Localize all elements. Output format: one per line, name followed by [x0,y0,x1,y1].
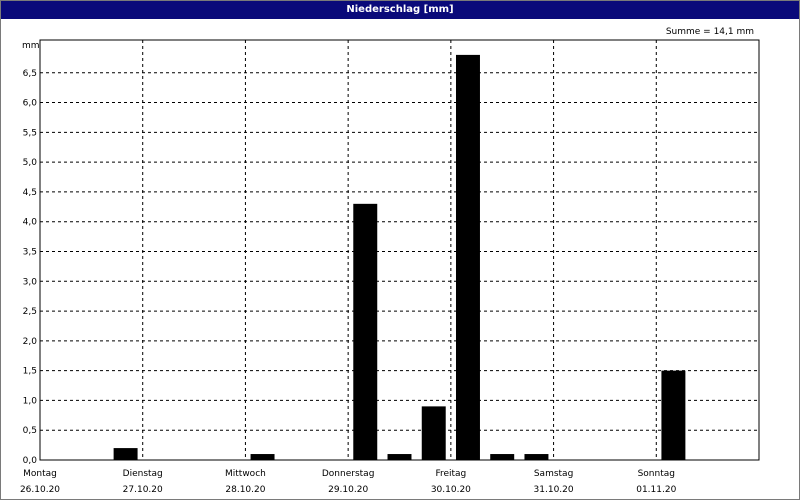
y-tick-label: 0,0 [23,456,38,466]
day-name-label: Dienstag [123,469,163,479]
y-tick-label: 2,5 [23,307,37,317]
bar [353,203,378,461]
y-tick-label: 5,0 [23,158,38,168]
y-tick-label: 6,0 [23,99,38,109]
bar [455,54,480,460]
bars [113,54,686,461]
day-date-label: 29.10.20 [328,485,368,495]
day-name-label: Samstag [534,469,573,479]
y-tick-label: 4,0 [23,218,38,228]
bar [387,454,412,460]
y-tick-label: 3,5 [23,247,37,257]
grid-lines [40,40,759,460]
day-name-label: Freitag [435,469,466,479]
bar [490,454,515,460]
bar [421,406,446,460]
chart-title: Niederschlag [mm] [1,1,799,19]
day-name-label: Montag [23,469,57,479]
y-tick-label: 4,5 [23,188,37,198]
day-date-label: 28.10.20 [225,485,265,495]
day-date-label: 26.10.20 [20,485,60,495]
day-name-label: Sonntag [638,469,675,479]
day-date-label: 31.10.20 [534,485,574,495]
y-tick-label: 0,5 [23,426,37,436]
day-date-label: 01.11.20 [636,485,676,495]
x-tick-labels: Montag 26.10.20 Dienstag 27.10.20 Mittwoch 28… [20,469,677,495]
y-tick-label: 3,0 [23,277,38,287]
bar [250,454,275,460]
bar [661,370,686,460]
plot-area [39,39,760,461]
bar [113,448,138,460]
day-date-label: 30.10.20 [431,485,471,495]
bar [524,454,549,460]
y-tick-labels: 0,0 0,5 1,0 1,5 2,0 2,5 3,0 3,5 4,0 4,5 5,0 5,5 6,0 6… [23,69,38,466]
y-tick-label: 1,0 [23,396,38,406]
day-name-label: Mittwoch [225,469,266,479]
sum-annotation: Summe = 14,1 mm [666,27,754,37]
y-tick-label: 5,5 [23,128,37,138]
y-tick-label: 6,5 [23,69,37,79]
y-axis-unit-label: mm [22,41,40,51]
y-tick-label: 1,5 [23,367,37,377]
day-date-label: 27.10.20 [123,485,163,495]
day-name-label: Donnerstag [322,469,375,479]
y-tick-label: 2,0 [23,337,38,347]
